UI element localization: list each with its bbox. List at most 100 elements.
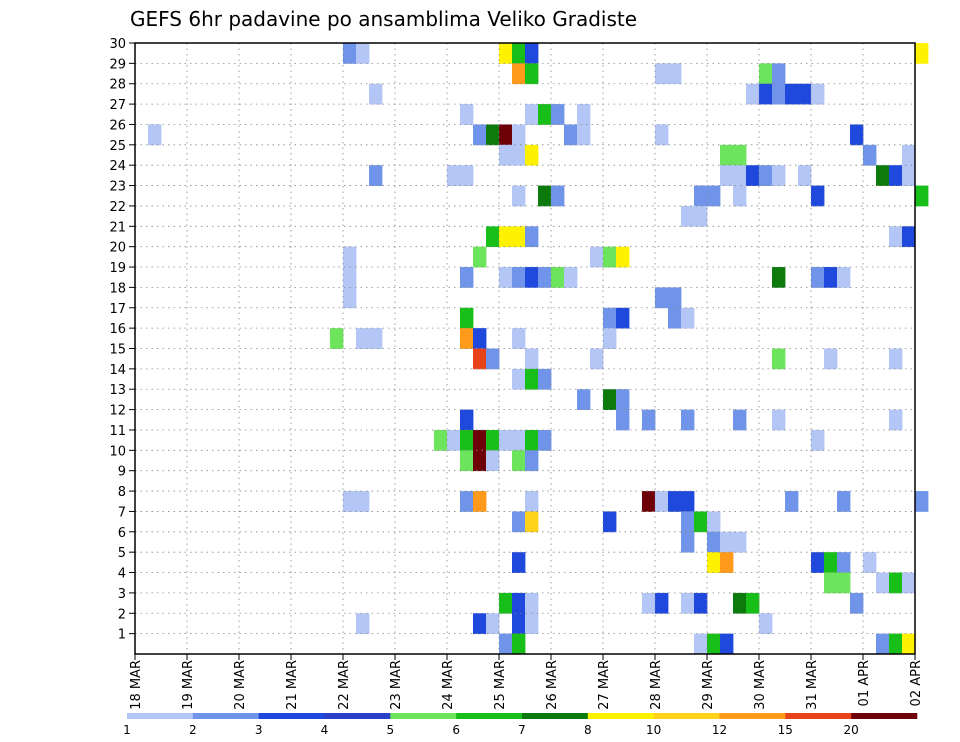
y-tick-label: 29 <box>109 57 126 72</box>
heatmap-cell <box>369 328 383 349</box>
heatmap-cell <box>772 165 786 186</box>
heatmap-cell <box>798 83 812 105</box>
x-tick-label: 30 MAR <box>753 660 768 710</box>
legend-swatch <box>522 713 589 719</box>
y-tick-label: 14 <box>109 363 126 378</box>
legend-swatch <box>127 713 194 719</box>
heatmap-cell <box>369 83 383 105</box>
y-tick-label: 17 <box>109 302 126 317</box>
y-tick-label: 26 <box>109 118 126 133</box>
heatmap-cell <box>720 165 734 186</box>
y-tick-label: 8 <box>118 485 126 500</box>
heatmap-cell <box>902 165 916 186</box>
heatmap-cell <box>668 63 682 85</box>
heatmap-cell <box>499 267 513 288</box>
heatmap-cell <box>694 205 708 227</box>
heatmap-cell <box>525 592 539 614</box>
y-tick-label: 19 <box>109 261 126 276</box>
legend-swatch <box>324 713 391 719</box>
heatmap-cell <box>512 429 526 451</box>
x-tick-label: 02 APR <box>909 660 924 706</box>
heatmap-cell <box>525 450 539 472</box>
heatmap-cell <box>889 572 903 594</box>
heatmap-cell <box>538 267 552 288</box>
heatmap-cell <box>616 307 630 329</box>
heatmap-cell <box>486 613 500 635</box>
heatmap-cell <box>499 633 513 655</box>
heatmap-cell <box>538 104 552 125</box>
heatmap-cell <box>551 104 565 125</box>
x-tick-label: 31 MAR <box>805 660 820 710</box>
heatmap-cell <box>824 267 838 288</box>
heatmap-cell <box>694 511 708 533</box>
heatmap-cell <box>759 63 773 85</box>
heatmap-cell <box>902 144 916 166</box>
heatmap-cell <box>447 429 461 451</box>
heatmap-cell <box>343 287 357 309</box>
y-tick-label: 27 <box>109 98 126 113</box>
heatmap-cell <box>655 287 669 309</box>
heatmap-cell <box>512 144 526 166</box>
heatmap-cell <box>330 328 344 349</box>
heatmap-cell <box>369 165 383 186</box>
heatmap-cell <box>863 552 877 573</box>
heatmap-cell <box>668 307 682 329</box>
heatmap-cell <box>603 389 617 410</box>
heatmap-cell <box>512 328 526 349</box>
heatmap-cell <box>889 165 903 186</box>
heatmap-cell <box>447 165 461 186</box>
heatmap-cell <box>668 287 682 309</box>
heatmap-cell <box>785 491 799 512</box>
heatmap-cell <box>837 572 851 594</box>
y-tick-label: 11 <box>109 424 126 439</box>
legend-label: 5 <box>386 723 394 737</box>
heatmap-cell <box>915 43 929 64</box>
heatmap-cell <box>356 491 370 512</box>
y-tick-label: 10 <box>109 444 126 459</box>
heatmap-cell <box>460 429 474 451</box>
x-tick-label: 22 MAR <box>337 660 352 710</box>
heatmap-cell <box>915 491 929 512</box>
heatmap-cell <box>824 348 838 370</box>
heatmap-cell <box>863 144 877 166</box>
heatmap-cell <box>681 307 695 329</box>
heatmap-cell <box>694 633 708 655</box>
y-tick-label: 20 <box>109 241 126 256</box>
heatmap-cell <box>486 450 500 472</box>
heatmap-cell <box>525 63 539 85</box>
heatmap-cell <box>889 633 903 655</box>
legend-swatch <box>258 713 325 719</box>
heatmap-cell <box>850 592 864 614</box>
x-tick-label: 25 MAR <box>493 660 508 710</box>
heatmap-cell <box>499 124 513 146</box>
heatmap-cell <box>525 226 539 248</box>
heatmap-cell <box>486 429 500 451</box>
heatmap-cell <box>525 267 539 288</box>
heatmap-cell <box>343 43 357 64</box>
legend-swatch <box>192 713 259 719</box>
heatmap-cell <box>551 185 565 207</box>
heatmap-cell <box>512 592 526 614</box>
heatmap-cell <box>538 185 552 207</box>
heatmap-cell <box>603 328 617 349</box>
heatmap-cell <box>707 531 721 553</box>
heatmap-cell <box>811 185 825 207</box>
heatmap-cell <box>525 491 539 512</box>
heatmap-cell <box>603 511 617 533</box>
heatmap-cell <box>590 348 604 370</box>
heatmap-cell <box>681 205 695 227</box>
heatmap-cell <box>473 246 487 268</box>
heatmap-cell <box>473 348 487 370</box>
y-tick-label: 16 <box>109 322 126 337</box>
heatmap-cell <box>733 409 747 431</box>
heatmap-cell <box>616 389 630 410</box>
heatmap-cell <box>460 267 474 288</box>
heatmap-cell <box>681 592 695 614</box>
y-tick-label: 5 <box>118 546 126 561</box>
y-tick-label: 23 <box>109 180 126 195</box>
heatmap-cell <box>772 83 786 105</box>
heatmap-cell <box>512 63 526 85</box>
heatmap-cell <box>772 63 786 85</box>
heatmap-cell <box>538 368 552 390</box>
heatmap-cell <box>876 633 890 655</box>
